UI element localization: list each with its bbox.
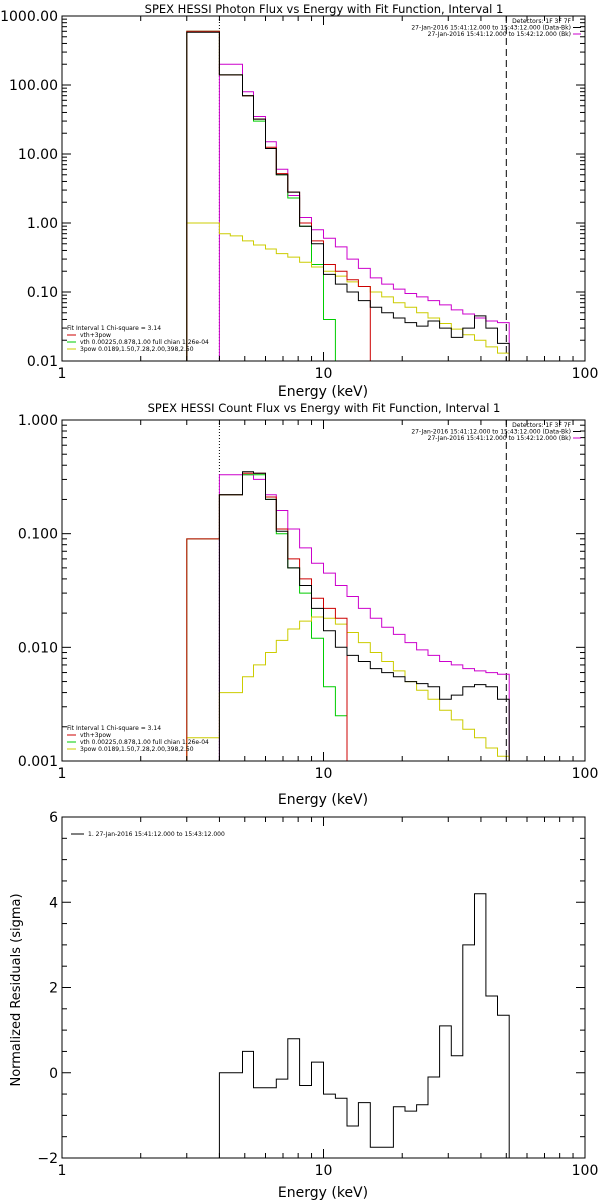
residuals-chart: Energy (keV) Normalized Residuals (sigma…	[9, 810, 598, 1200]
legend-bottom-entry: vth 0.00225,0.878,1.00 full chian 1.26e-…	[80, 339, 209, 346]
axis-ticks: 1 10 100 0.001 0.010 0.100 1.000	[18, 413, 598, 782]
axis-ticks: 1 10 100 −2 0 2 4 6	[37, 810, 598, 1179]
y-tick-label: 100.00	[9, 78, 58, 94]
x-axis-label: Energy (keV)	[278, 792, 368, 808]
series-line-2	[186, 616, 533, 761]
legend-top-entry: 27-Jan-2016 15:41:12.000 to 15:42:12.000…	[428, 31, 571, 38]
axis-ticks: 1 10 100 0.01 0.10 1.00 10.00 100.00 1000.00	[0, 9, 598, 382]
series-group	[186, 30, 510, 361]
legend-bottom-entry: 3pow 0.0189,1.50,7.28,2.00,398,2.50	[80, 346, 194, 353]
series-line-0	[218, 474, 510, 761]
legend-bottom-entry: Fit Interval 1 Chi-square = 3.14	[67, 325, 161, 332]
vertical-markers	[218, 16, 507, 361]
y-tick-label: 0.01	[27, 354, 58, 370]
y-tick-label: 2	[49, 981, 58, 997]
legend-bottom-entry: vth+3pow	[80, 732, 111, 739]
y-tick-label: 0.10	[27, 285, 58, 301]
legend-bottom-entry: Fit Interval 1 Chi-square = 3.14	[67, 725, 161, 732]
series-line-1	[186, 30, 347, 361]
x-tick-label: 1	[58, 1163, 67, 1179]
x-tick-label: 100	[572, 366, 599, 382]
series-line-0	[218, 893, 510, 1158]
y-tick-label: 0.001	[18, 754, 58, 770]
legend-bottom-entry: 3pow 0.0189,1.50,7.28,2.00,398,2.50	[80, 746, 194, 753]
legend-top-entry: 27-Jan-2016 15:41:12.000 to 15:43:12.000…	[411, 429, 571, 436]
series-line-4	[218, 471, 510, 761]
photon-flux-chart: SPEX HESSI Photon Flux vs Energy with Fi…	[0, 2, 598, 400]
plot-frame	[61, 816, 586, 1159]
y-tick-label: −2	[37, 1151, 58, 1167]
x-axis-label: Energy (keV)	[278, 384, 368, 400]
series-group	[218, 893, 510, 1158]
y-tick-label: 0.010	[18, 640, 58, 656]
series-line-1	[186, 474, 348, 761]
x-tick-label: 10	[315, 766, 333, 782]
legend-top-entry: 27-Jan-2016 15:41:12.000 to 15:43:12.000…	[411, 25, 571, 32]
legend-corner-entry: 1. 27-Jan-2016 15:41:12.000 to 15:43:12.…	[88, 831, 225, 838]
legend-top-entry: Detectors: 1F 3F 7F	[512, 422, 571, 429]
legend: 1. 27-Jan-2016 15:41:12.000 to 15:43:12.…	[71, 831, 225, 838]
x-tick-label: 10	[315, 366, 333, 382]
legend-top-entry: 27-Jan-2016 15:41:12.000 to 15:42:12.000…	[428, 435, 571, 442]
legend-bottom-entry: vth+3pow	[80, 332, 111, 339]
y-tick-label: 4	[49, 895, 58, 911]
y-tick-label: 1.000	[18, 413, 58, 429]
y-axis-label: Normalized Residuals (sigma)	[9, 893, 24, 1086]
series-line-3	[186, 30, 371, 361]
vertical-markers	[218, 420, 507, 761]
legend-bottom-entry: vth 0.00225,0.878,1.00 full chian 1.26e-…	[80, 739, 209, 746]
y-tick-label: 1000.00	[0, 9, 58, 25]
x-axis-label: Energy (keV)	[278, 1185, 368, 1200]
y-tick-label: 0	[49, 1066, 58, 1082]
x-tick-label: 100	[572, 766, 599, 782]
legend-top-entry: Detectors: 1F 3F 7F	[512, 18, 571, 25]
y-tick-label: 6	[49, 810, 58, 826]
series-line-4	[186, 31, 510, 361]
y-tick-label: 1.00	[27, 216, 58, 232]
count-flux-chart: SPEX HESSI Count Flux vs Energy with Fit…	[18, 401, 598, 808]
x-tick-label: 10	[315, 1163, 333, 1179]
x-tick-label: 1	[58, 766, 67, 782]
chart-title: SPEX HESSI Photon Flux vs Energy with Fi…	[145, 2, 504, 16]
chart-title: SPEX HESSI Count Flux vs Energy with Fit…	[148, 401, 501, 415]
y-tick-label: 10.00	[18, 147, 58, 163]
series-line-0	[218, 63, 510, 361]
x-tick-label: 1	[58, 366, 67, 382]
series-group	[186, 471, 533, 761]
y-tick-label: 0.100	[18, 527, 58, 543]
x-tick-label: 100	[572, 1163, 599, 1179]
